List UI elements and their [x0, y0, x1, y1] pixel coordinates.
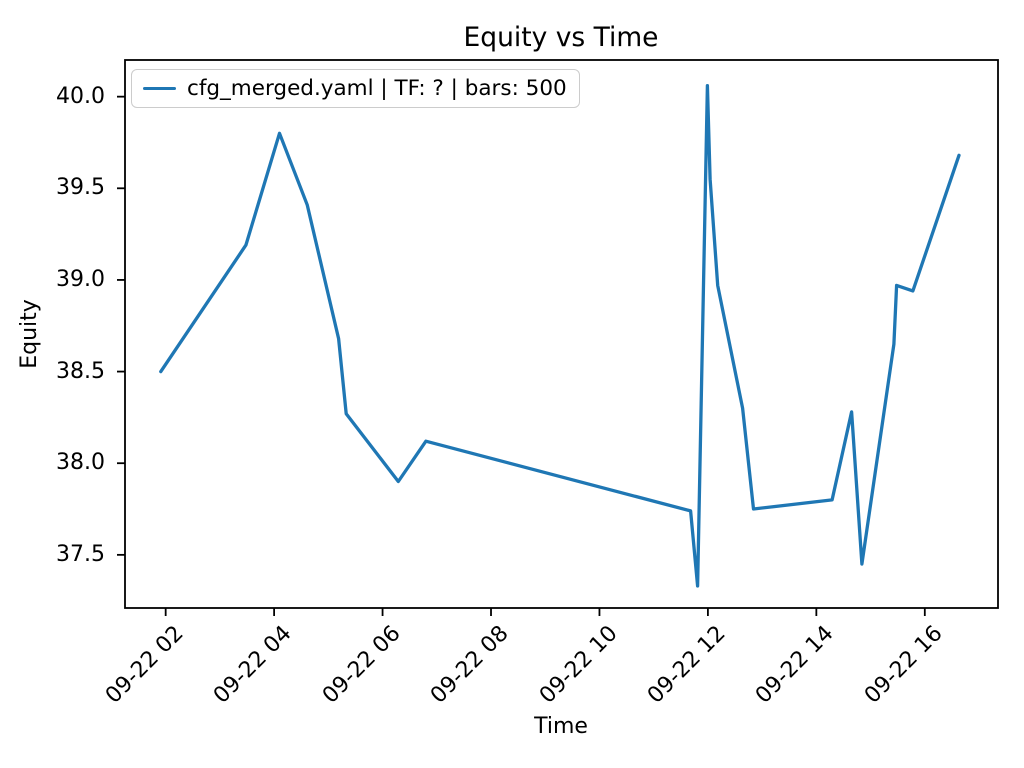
chart-title: Equity vs Time — [463, 22, 659, 53]
y-tick-label: 40.0 — [56, 83, 105, 109]
legend-box: cfg_merged.yaml | TF: ? | bars: 500 — [131, 69, 580, 108]
plot-border — [124, 59, 999, 609]
y-tick-label: 38.0 — [56, 450, 105, 476]
legend-label: cfg_merged.yaml | TF: ? | bars: 500 — [187, 76, 567, 101]
x-axis-label: Time — [534, 714, 588, 739]
y-axis-label: Equity — [17, 299, 42, 369]
y-tick-label: 37.5 — [56, 541, 105, 567]
y-tick-label: 39.0 — [56, 266, 105, 292]
y-tick-label: 38.5 — [56, 358, 105, 384]
legend-line-sample — [143, 86, 176, 91]
y-tick-label: 39.5 — [56, 175, 105, 201]
equity-line-series — [159, 84, 961, 588]
